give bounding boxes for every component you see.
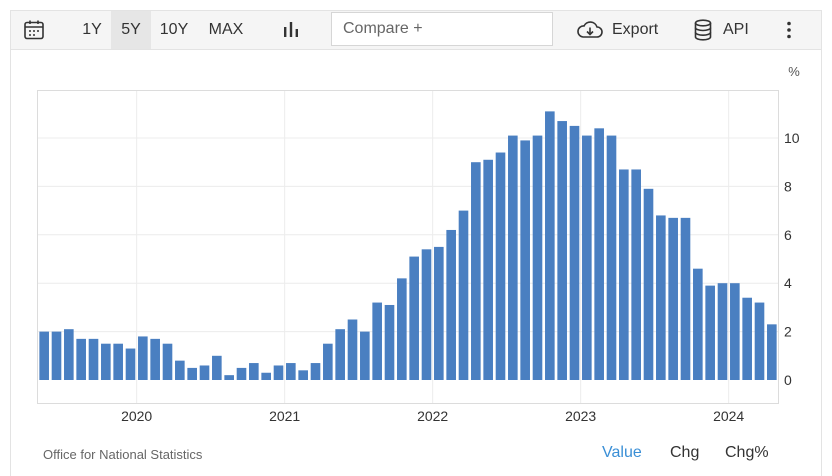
cloud-download-icon[interactable] — [576, 19, 604, 41]
calendar-icon[interactable] — [23, 19, 45, 41]
chart-frame — [10, 10, 822, 476]
range-1y-button[interactable]: 1Y — [82, 21, 102, 38]
tab-chg[interactable]: Chg — [670, 444, 700, 461]
source-label: Office for National Statistics — [43, 447, 203, 462]
range-10y-button[interactable]: 10Y — [159, 21, 189, 38]
api-button[interactable]: API — [723, 21, 749, 38]
toolbar: 1Y 5Y 10Y MAX Compare + Export API — [11, 11, 821, 50]
export-button[interactable]: Export — [612, 21, 659, 38]
bar-chart-icon[interactable] — [281, 20, 301, 40]
database-icon[interactable] — [693, 19, 713, 41]
range-5y-button[interactable]: 5Y — [111, 11, 151, 49]
range-max-button[interactable]: MAX — [208, 21, 244, 38]
tab-chg-percent[interactable]: Chg% — [725, 444, 769, 461]
more-vertical-icon[interactable] — [784, 20, 794, 40]
compare-input[interactable]: Compare + — [331, 12, 553, 46]
tab-value[interactable]: Value — [602, 444, 642, 461]
